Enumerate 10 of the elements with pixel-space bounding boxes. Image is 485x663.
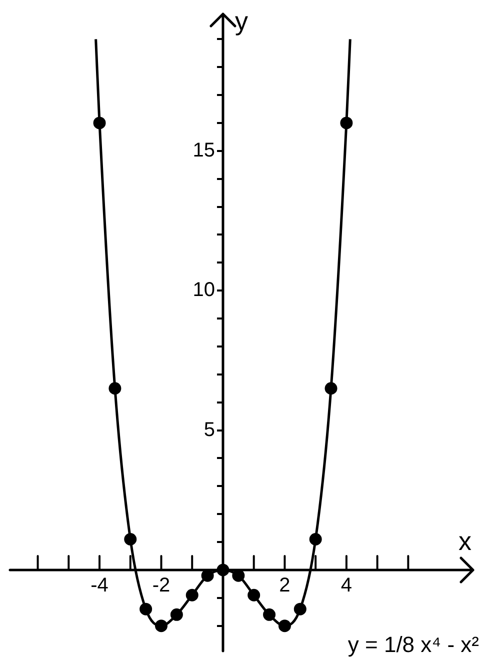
y-axis-title: y (234, 6, 248, 36)
y-tick-label: 5 (204, 418, 215, 441)
y-tick-label: 15 (192, 139, 215, 162)
x-tick-label: -2 (152, 574, 170, 596)
x-tick-label: 4 (340, 574, 352, 596)
annotation: y = 1/8 x⁴ - x² (348, 632, 479, 658)
x-tick-label: 2 (279, 574, 290, 596)
x-axis-title: x (458, 526, 472, 556)
x-tick-label: -4 (90, 574, 108, 596)
y-tick-label: 10 (192, 279, 215, 302)
